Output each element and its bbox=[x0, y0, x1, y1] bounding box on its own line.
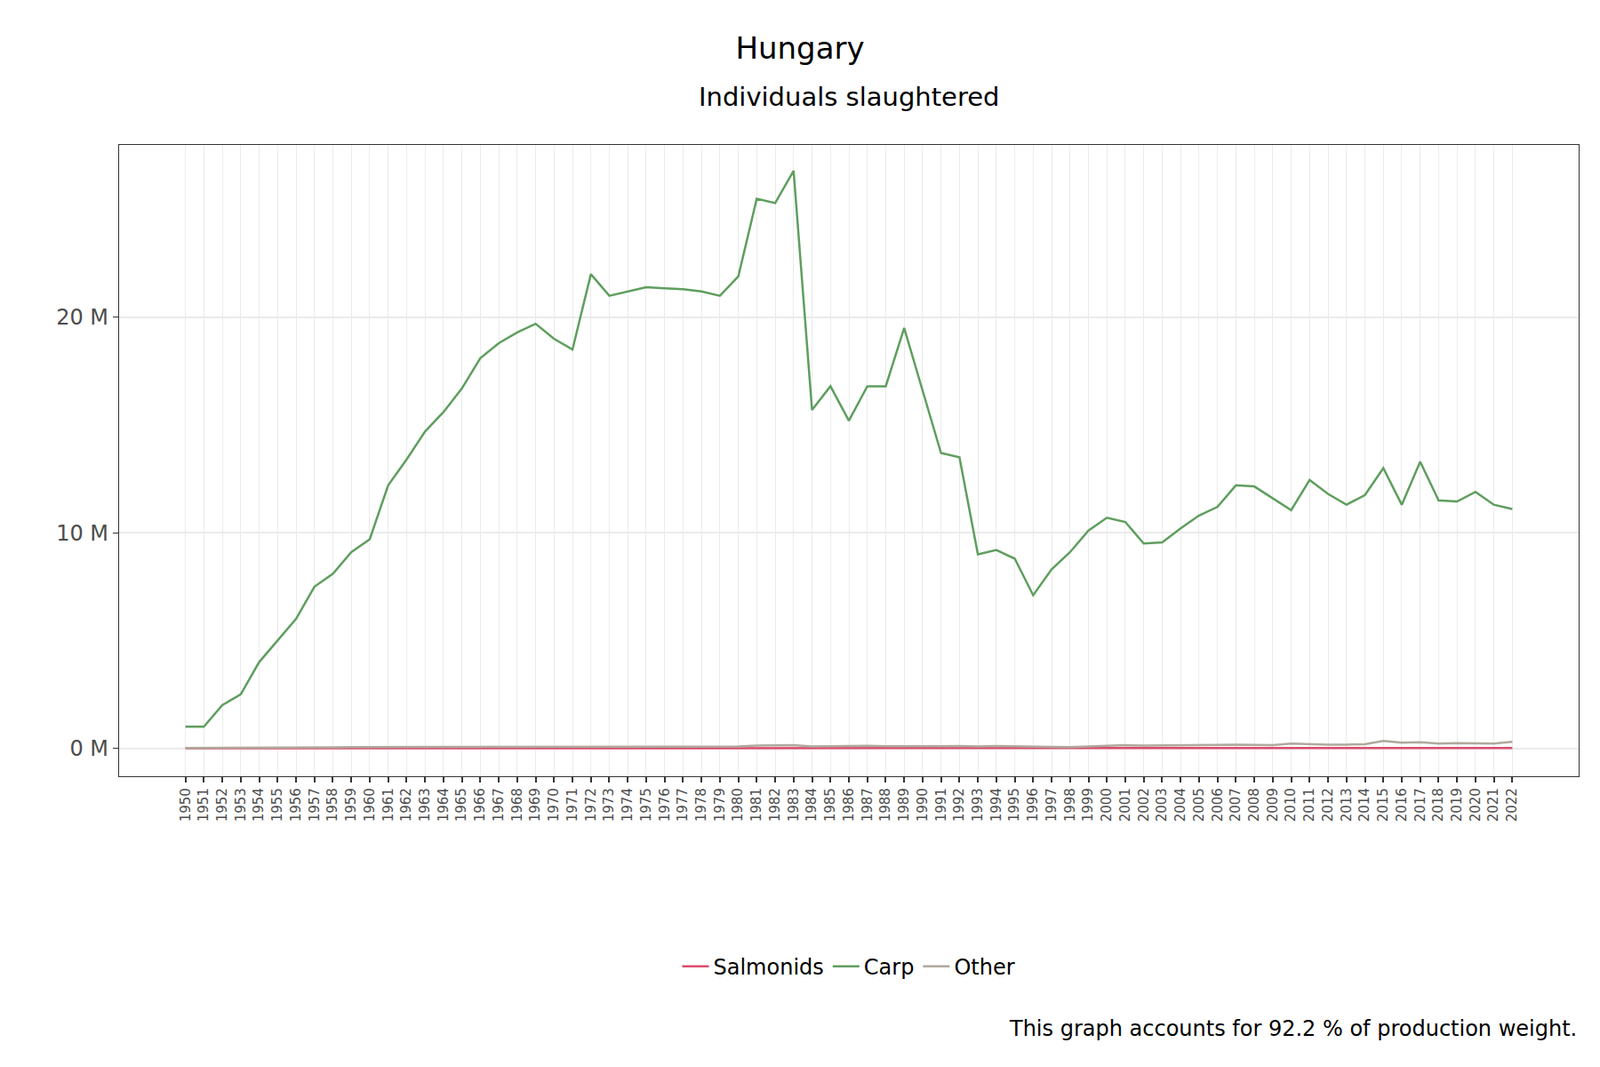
svg-text:This graph accounts for 92.2 %: This graph accounts for 92.2 % of produc… bbox=[1008, 1016, 1577, 1041]
svg-text:Other: Other bbox=[953, 954, 1015, 980]
svg-text:Individuals slaughtered: Individuals slaughtered bbox=[698, 81, 1000, 112]
svg-text:1973: 1973 bbox=[600, 787, 617, 822]
svg-text:1967: 1967 bbox=[490, 787, 507, 822]
svg-text:2005: 2005 bbox=[1191, 787, 1208, 822]
svg-text:1992: 1992 bbox=[951, 787, 968, 822]
svg-text:2001: 2001 bbox=[1117, 787, 1134, 822]
svg-text:2020: 2020 bbox=[1467, 787, 1484, 822]
svg-text:1977: 1977 bbox=[674, 787, 691, 822]
svg-text:2017: 2017 bbox=[1412, 787, 1429, 822]
svg-text:2013: 2013 bbox=[1338, 787, 1355, 822]
svg-text:1965: 1965 bbox=[453, 787, 470, 822]
svg-text:1991: 1991 bbox=[933, 787, 950, 822]
svg-text:2008: 2008 bbox=[1246, 787, 1263, 822]
svg-text:1975: 1975 bbox=[638, 787, 655, 822]
svg-text:1950: 1950 bbox=[177, 787, 194, 822]
svg-text:1980: 1980 bbox=[729, 787, 746, 822]
svg-text:2010: 2010 bbox=[1282, 787, 1299, 822]
svg-text:10 M: 10 M bbox=[56, 520, 109, 546]
svg-text:1964: 1964 bbox=[435, 787, 452, 822]
svg-text:Carp: Carp bbox=[864, 954, 915, 980]
svg-text:1972: 1972 bbox=[583, 787, 600, 822]
svg-text:Salmonids: Salmonids bbox=[713, 954, 824, 980]
svg-text:2003: 2003 bbox=[1153, 787, 1170, 822]
svg-text:1985: 1985 bbox=[822, 787, 839, 822]
svg-text:0 M: 0 M bbox=[69, 736, 109, 761]
svg-text:1962: 1962 bbox=[398, 787, 415, 822]
svg-text:1955: 1955 bbox=[269, 787, 286, 822]
svg-text:1984: 1984 bbox=[803, 787, 820, 822]
svg-text:1969: 1969 bbox=[527, 787, 544, 822]
svg-text:2007: 2007 bbox=[1227, 787, 1244, 822]
svg-text:1998: 1998 bbox=[1062, 787, 1079, 822]
svg-text:1987: 1987 bbox=[859, 787, 876, 822]
svg-text:2009: 2009 bbox=[1264, 787, 1281, 822]
svg-text:2018: 2018 bbox=[1430, 787, 1447, 822]
svg-text:2021: 2021 bbox=[1486, 787, 1503, 822]
svg-text:1970: 1970 bbox=[545, 787, 562, 822]
svg-text:1993: 1993 bbox=[969, 787, 986, 822]
svg-text:Hungary: Hungary bbox=[735, 30, 864, 66]
svg-text:1979: 1979 bbox=[712, 787, 728, 822]
svg-text:1981: 1981 bbox=[748, 787, 765, 822]
svg-text:1983: 1983 bbox=[785, 787, 802, 822]
svg-text:2000: 2000 bbox=[1098, 787, 1115, 822]
svg-text:1953: 1953 bbox=[232, 787, 249, 822]
svg-text:2015: 2015 bbox=[1375, 787, 1392, 822]
svg-text:2012: 2012 bbox=[1320, 787, 1336, 822]
svg-text:1960: 1960 bbox=[361, 787, 378, 822]
svg-text:2004: 2004 bbox=[1172, 787, 1189, 822]
svg-text:2014: 2014 bbox=[1356, 787, 1373, 822]
svg-text:1976: 1976 bbox=[656, 787, 673, 822]
svg-text:1982: 1982 bbox=[767, 787, 784, 822]
svg-text:1988: 1988 bbox=[877, 787, 894, 822]
svg-text:1958: 1958 bbox=[324, 787, 341, 822]
svg-text:1952: 1952 bbox=[214, 787, 231, 822]
svg-text:1986: 1986 bbox=[840, 787, 857, 822]
svg-text:1994: 1994 bbox=[988, 787, 1005, 822]
svg-text:20 M: 20 M bbox=[56, 304, 109, 330]
svg-text:1996: 1996 bbox=[1024, 787, 1041, 822]
svg-text:1990: 1990 bbox=[914, 787, 931, 822]
svg-text:2006: 2006 bbox=[1209, 787, 1226, 822]
svg-text:1951: 1951 bbox=[195, 787, 212, 822]
svg-text:2011: 2011 bbox=[1301, 787, 1318, 822]
svg-text:1954: 1954 bbox=[250, 787, 267, 822]
svg-text:1971: 1971 bbox=[564, 787, 581, 822]
svg-text:2002: 2002 bbox=[1136, 787, 1152, 822]
svg-text:2019: 2019 bbox=[1448, 787, 1465, 822]
svg-text:1997: 1997 bbox=[1043, 787, 1060, 822]
svg-text:1961: 1961 bbox=[380, 787, 397, 822]
svg-text:1957: 1957 bbox=[306, 787, 323, 822]
svg-text:1963: 1963 bbox=[416, 787, 433, 822]
svg-text:1968: 1968 bbox=[509, 787, 526, 822]
svg-text:1974: 1974 bbox=[619, 787, 636, 822]
svg-text:1956: 1956 bbox=[288, 787, 304, 822]
svg-text:1995: 1995 bbox=[1006, 787, 1023, 822]
svg-text:1999: 1999 bbox=[1080, 787, 1096, 822]
svg-text:1978: 1978 bbox=[693, 787, 710, 822]
svg-text:1959: 1959 bbox=[343, 787, 360, 822]
svg-text:1989: 1989 bbox=[896, 787, 912, 822]
svg-text:2016: 2016 bbox=[1393, 787, 1410, 822]
svg-text:1966: 1966 bbox=[472, 787, 488, 822]
svg-text:2022: 2022 bbox=[1504, 787, 1520, 822]
